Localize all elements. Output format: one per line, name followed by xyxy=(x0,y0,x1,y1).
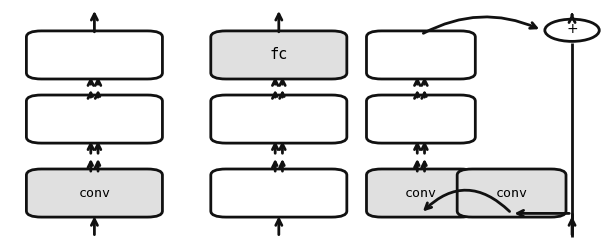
FancyBboxPatch shape xyxy=(211,31,347,79)
Text: conv: conv xyxy=(405,186,437,200)
FancyBboxPatch shape xyxy=(367,169,475,217)
FancyBboxPatch shape xyxy=(27,169,162,217)
Bar xyxy=(215,33,342,77)
FancyBboxPatch shape xyxy=(367,95,475,143)
Text: conv: conv xyxy=(496,186,528,200)
FancyBboxPatch shape xyxy=(457,169,566,217)
Text: conv: conv xyxy=(78,186,110,200)
FancyBboxPatch shape xyxy=(211,95,347,143)
FancyBboxPatch shape xyxy=(27,95,162,143)
Text: fc: fc xyxy=(270,47,288,62)
FancyBboxPatch shape xyxy=(27,31,162,79)
FancyBboxPatch shape xyxy=(367,31,475,79)
Circle shape xyxy=(545,19,599,41)
Text: +: + xyxy=(566,22,578,36)
Bar xyxy=(31,171,158,215)
Bar xyxy=(371,171,562,215)
FancyBboxPatch shape xyxy=(211,169,347,217)
